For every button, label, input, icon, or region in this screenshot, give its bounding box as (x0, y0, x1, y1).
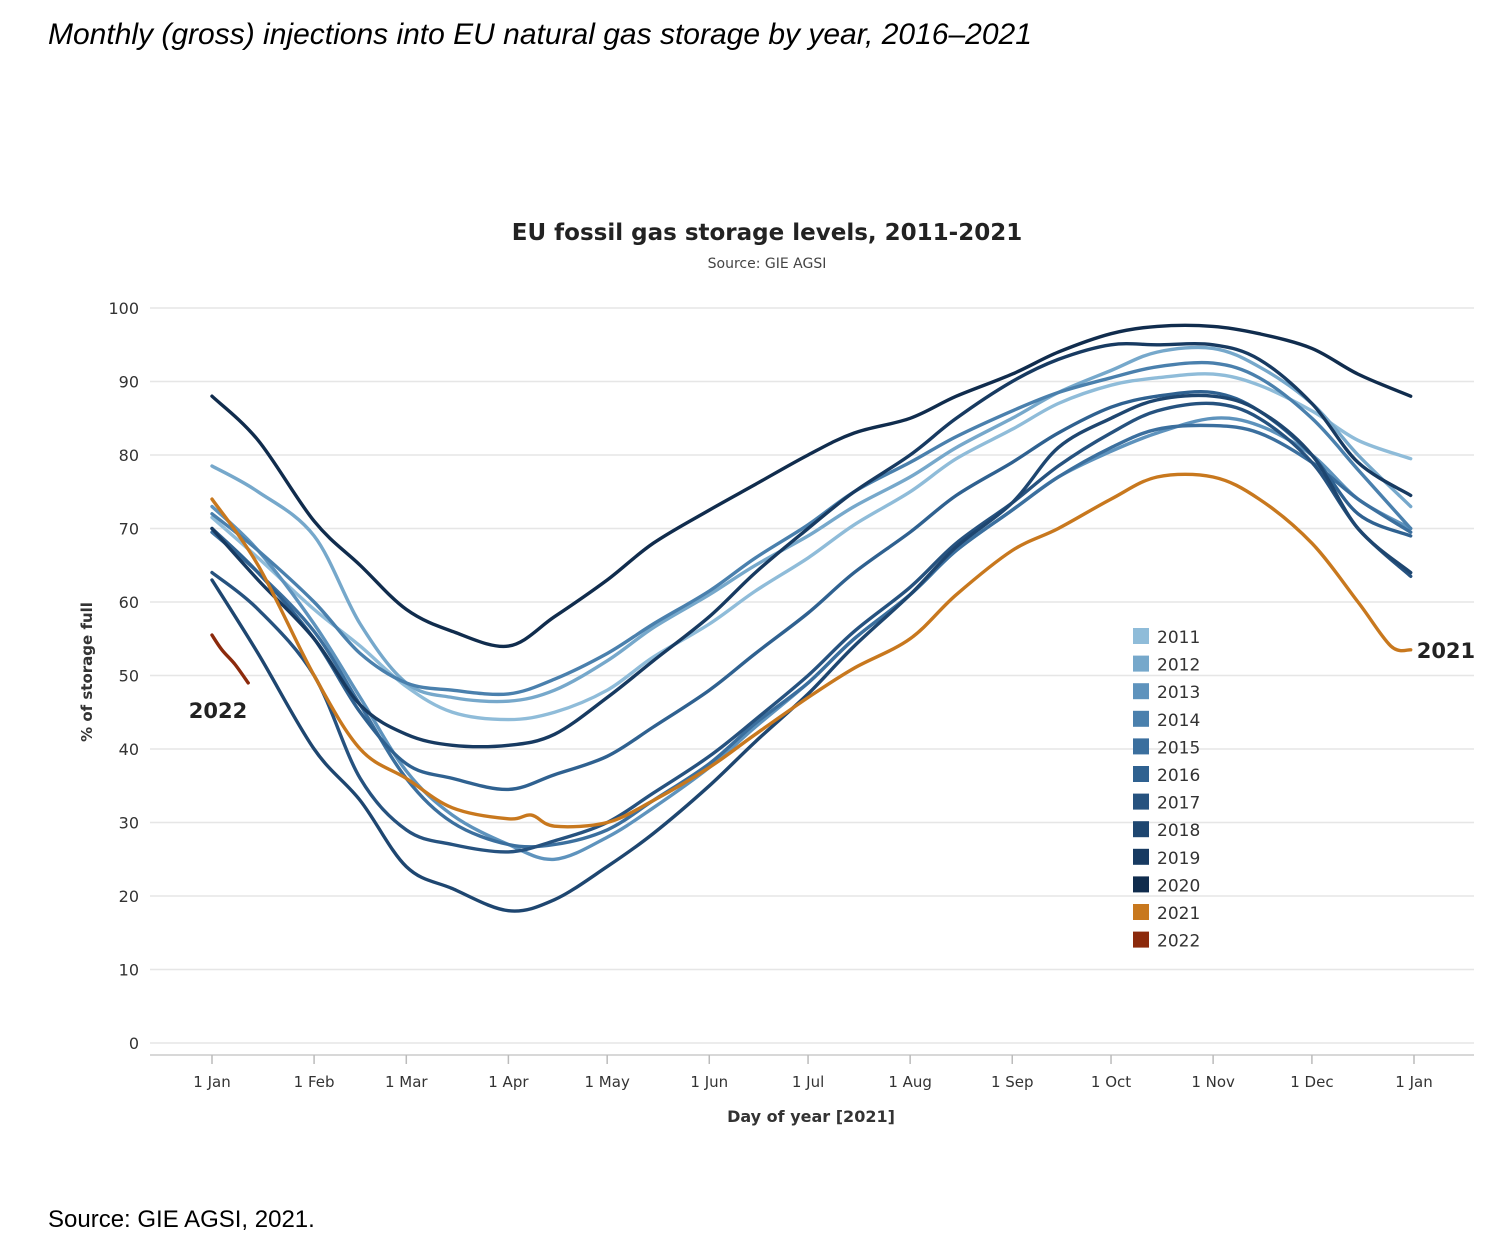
x-tick-label: 1 Oct (1091, 1073, 1131, 1091)
x-tick-label: 1 Jan (193, 1073, 230, 1091)
y-tick-label: 60 (119, 593, 139, 612)
legend-label-2019: 2019 (1157, 849, 1200, 869)
legend-swatch-2016 (1133, 766, 1149, 782)
annotation-2022: 2022 (189, 699, 247, 723)
legend-swatch-2019 (1133, 848, 1149, 865)
legend-swatch-2018 (1133, 821, 1149, 838)
y-tick-label: 0 (129, 1034, 139, 1053)
y-tick-label: 70 (119, 520, 139, 539)
y-axis-label: % of storage full (78, 602, 96, 742)
legend: 2011 2012 2013 2014 2015 2016 2017 2018 2019 2020… (1133, 628, 1200, 952)
x-axis-label: Day of year [2021] (727, 1107, 895, 1126)
legend-label-2013: 2013 (1157, 683, 1200, 703)
x-tick-label: 1 Dec (1290, 1073, 1333, 1091)
legend-swatch-2011 (1133, 628, 1149, 644)
legend-swatch-2017 (1133, 793, 1149, 810)
legend-label-2018: 2018 (1157, 821, 1200, 841)
x-tick-label: 1 Apr (488, 1073, 529, 1091)
legend-swatch-2013 (1133, 683, 1149, 700)
legend-swatch-2022 (1133, 931, 1149, 948)
series-line-2014 (210, 360, 1413, 697)
legend-label-2020: 2020 (1157, 876, 1200, 896)
legend-label-2014: 2014 (1157, 711, 1200, 731)
y-tick-label: 80 (119, 446, 139, 465)
series-line-2019 (210, 342, 1413, 749)
chart-subtitle: Source: GIE AGSI (708, 256, 827, 272)
legend-label-2012: 2012 (1157, 656, 1200, 676)
x-tick-label: 1 Feb (294, 1073, 335, 1091)
y-tick-label: 10 (119, 961, 139, 980)
legend-label-2011: 2011 (1157, 628, 1200, 648)
series-line-2018 (210, 393, 1413, 913)
y-tick-label: 40 (119, 740, 139, 759)
y-tick-label: 50 (119, 667, 139, 686)
storage-line-chart: EU fossil gas storage levels, 2011-2021 … (78, 220, 1475, 1126)
series-line-2015 (210, 423, 1413, 849)
x-tick-label: 1 Nov (1191, 1073, 1235, 1091)
series-line-2017 (210, 401, 1413, 854)
legend-label-2022: 2022 (1157, 932, 1200, 952)
series-line-2020 (210, 323, 1413, 649)
x-tick-label: 1 Jun (690, 1073, 728, 1091)
x-tick-label: 1 May (585, 1073, 630, 1091)
y-tick-label: 30 (119, 814, 139, 833)
legend-swatch-2020 (1133, 876, 1149, 893)
legend-label-2015: 2015 (1157, 738, 1200, 758)
series-line-2011 (210, 372, 1413, 722)
legend-swatch-2012 (1133, 655, 1149, 672)
x-tick-label: 1 Sep (991, 1073, 1034, 1091)
x-tick-label: 1 Mar (385, 1073, 428, 1091)
series-line-2021 (210, 472, 1413, 829)
annotations: 2022 2021 (189, 639, 1475, 723)
legend-swatch-2021 (1133, 904, 1149, 920)
y-tick-label: 90 (119, 373, 139, 392)
series-line-2016 (210, 390, 1413, 792)
y-tick-label: 20 (119, 887, 139, 906)
x-tick-label: 1 Aug (888, 1073, 932, 1091)
figure-source-note: Source: GIE AGSI, 2021. (48, 1206, 315, 1233)
legend-label-2017: 2017 (1157, 794, 1200, 814)
figure-caption: Monthly (gross) injections into EU natur… (48, 18, 1032, 51)
legend-swatch-2014 (1133, 710, 1149, 727)
legend-label-2016: 2016 (1157, 766, 1200, 786)
legend-label-2021: 2021 (1157, 904, 1200, 924)
annotation-2021: 2021 (1417, 639, 1475, 663)
y-axis-ticks: 0 10 20 30 40 50 60 70 80 90 100 (108, 299, 139, 1053)
x-tick-label: 1 Jul (792, 1073, 824, 1091)
x-tick-label: 1 Jan (1395, 1073, 1432, 1091)
chart-title: EU fossil gas storage levels, 2011-2021 (512, 220, 1022, 246)
series-line-2012 (210, 345, 1413, 704)
legend-swatch-2015 (1133, 738, 1149, 755)
series-lines (210, 323, 1413, 913)
x-axis-ticks: 1 Jan 1 Feb 1 Mar 1 Apr 1 May 1 Jun 1 Jul 1 Aug… (150, 1054, 1474, 1091)
series-line-2022 (210, 633, 250, 685)
y-tick-label: 100 (108, 299, 139, 318)
